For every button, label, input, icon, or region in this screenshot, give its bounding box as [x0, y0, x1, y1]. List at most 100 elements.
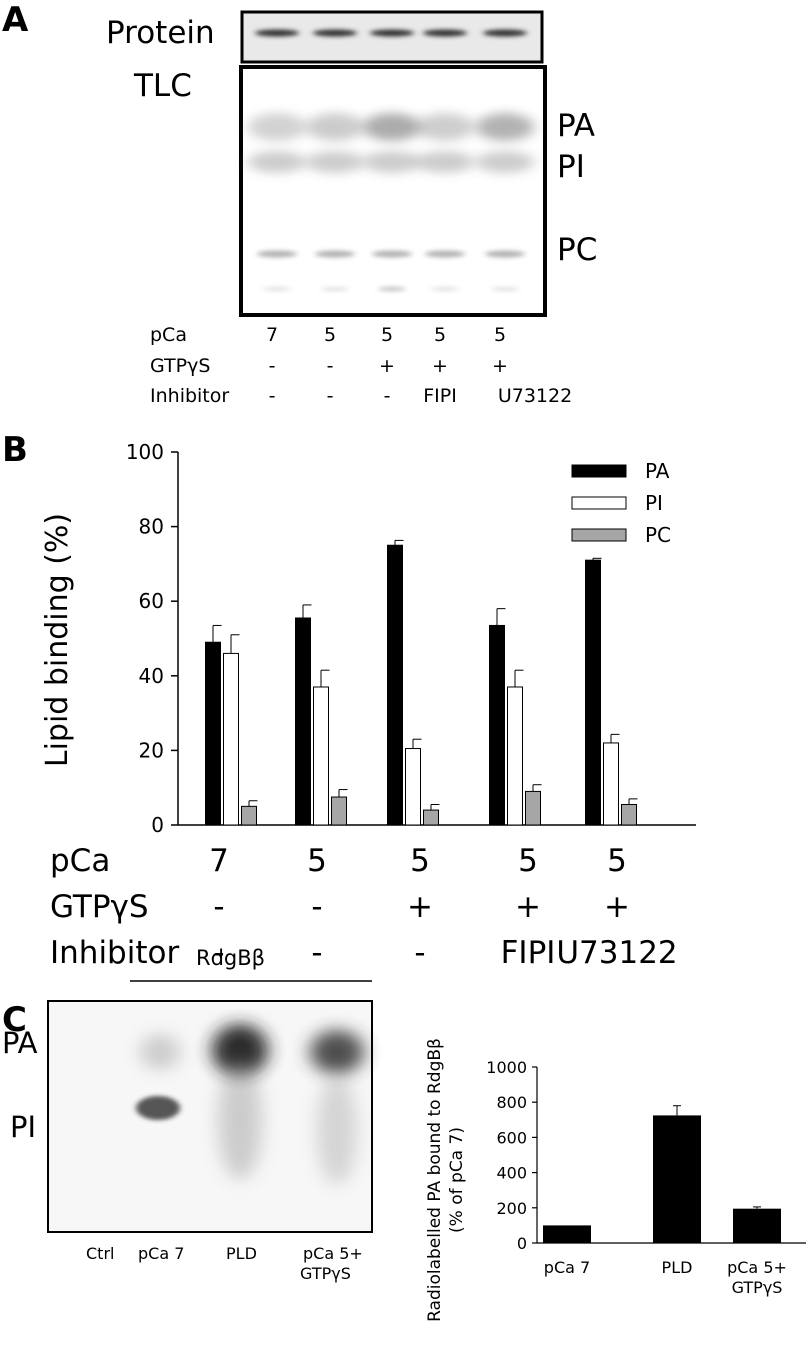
tlc-band-pa: [306, 113, 364, 141]
protein-band: [483, 29, 527, 37]
b-lane-inhibitor-value: -: [213, 935, 225, 971]
c-lane-label-pca5: pCa 5+: [303, 1244, 363, 1263]
b-bars: [205, 539, 638, 826]
b-row-label-gtp: GTPγS: [50, 889, 149, 925]
c-x-tick-label: pCa 5+: [727, 1258, 787, 1277]
protein-band: [423, 29, 467, 37]
protein-bands: [255, 29, 527, 37]
protein-band: [255, 29, 299, 37]
tlc-band-pi: [476, 151, 534, 173]
protein-band: [370, 29, 414, 37]
protein-band: [313, 29, 357, 37]
b-legend-swatch-pa: [571, 464, 627, 478]
c-axes: 0 200 400 600 800 1000: [486, 1058, 806, 1253]
c-band-pa: [212, 1024, 268, 1076]
a-lane-gtp-value: +: [492, 355, 508, 377]
c-band-label-pa: PA: [2, 1026, 38, 1060]
b-y-tick-label: 60: [139, 589, 164, 613]
c-lane-label-ctrl: Ctrl: [86, 1244, 115, 1263]
tlc-band-pc: [315, 250, 355, 258]
tlc-band-pi: [306, 151, 364, 173]
a-lane-inhibitor-value: -: [383, 385, 391, 407]
b-y-tick-label: 0: [151, 813, 164, 837]
panel-letter-b: B: [2, 430, 28, 470]
c-y-tick-label: 400: [496, 1164, 527, 1183]
b-legend-label-pi: PI: [645, 491, 663, 515]
tlc-band-pa: [476, 113, 534, 141]
autoradiograph-bands: [136, 1024, 364, 1185]
b-lane-gtp-value: +: [407, 889, 433, 925]
a-row-label-gtp: GTPγS: [150, 355, 211, 377]
c-band-smear: [218, 1060, 262, 1180]
b-lane-pca-value: 5: [307, 843, 327, 879]
c-y-axis-label-line2: (% of pCa 7): [447, 1127, 467, 1233]
tlc-band-origin: [321, 287, 349, 291]
b-lane-inhibitor-value: FIPI: [500, 935, 556, 971]
a-lane-inhibitor-value: U73122: [497, 385, 573, 407]
a-lane-inhibitor-value: -: [268, 385, 276, 407]
a-lane-gtp-value: +: [379, 355, 395, 377]
panel-letter-a: A: [2, 0, 29, 40]
a-lane-gtp-value: -: [268, 355, 276, 377]
a-row-label-pca: pCa: [150, 324, 187, 346]
c-lane-label-pca7: pCa 7: [138, 1244, 185, 1263]
a-row-label-inhibitor: Inhibitor: [150, 385, 230, 407]
c-y-tick-label: 1000: [486, 1058, 527, 1077]
c-y-tick-label: 200: [496, 1199, 527, 1218]
c-band-label-pi: PI: [10, 1110, 37, 1144]
tlc-band-label-pa: PA: [557, 108, 595, 144]
b-y-tick-label: 20: [139, 738, 164, 762]
tlc-band-pi: [416, 151, 474, 173]
a-lane-gtp-value: +: [432, 355, 448, 377]
a-lane-pca-value: 5: [380, 324, 394, 346]
b-legend-swatch-pc: [571, 528, 627, 542]
b-lane-gtp-value: +: [604, 889, 630, 925]
a-lane-pca-value: 7: [265, 324, 279, 346]
tlc-band-pc: [485, 250, 525, 258]
c-y-tick-label: 800: [496, 1093, 527, 1112]
b-y-tick-label: 80: [139, 515, 164, 539]
c-band-smear: [317, 1075, 357, 1185]
tlc-band-label-pc: PC: [557, 232, 598, 268]
b-row-label-inhibitor: Inhibitor: [50, 935, 180, 971]
b-lane-gtp-value: -: [213, 889, 225, 925]
panel-letter-c: C: [2, 1000, 27, 1040]
c-x-tick-label: PLD: [662, 1258, 693, 1277]
c-x-tick-label: pCa 7: [544, 1258, 590, 1277]
a-lane-pca-value: 5: [323, 324, 337, 346]
b-lane-pca-value: 5: [607, 843, 627, 879]
b-lane-inhibitor-value: -: [414, 935, 426, 971]
c-y-tick-label: 0: [517, 1234, 527, 1253]
protein-label: Protein: [106, 15, 215, 51]
tlc-band-pa: [363, 113, 421, 141]
tlc-band-pc: [372, 250, 412, 258]
tlc-band-pi: [248, 151, 306, 173]
a-lane-pca-value: 5: [433, 324, 447, 346]
c-lane-label-gtp: GTPγS: [300, 1264, 351, 1283]
a-lane-inhibitor-value: -: [326, 385, 334, 407]
c-band-pa: [310, 1030, 364, 1074]
c-bars: pCa 7 PLD pCa 5+GTPγS: [543, 1105, 787, 1297]
b-lane-gtp-value: +: [515, 889, 541, 925]
a-lane-pca-value: 5: [493, 324, 507, 346]
b-legend-label-pa: PA: [645, 459, 670, 483]
tlc-band-label-pi: PI: [557, 149, 585, 185]
b-y-tick-label: 40: [139, 664, 164, 688]
b-legend-swatch-pi: [571, 496, 627, 510]
tlc-band-pi: [363, 151, 421, 173]
c-bar: [653, 1115, 701, 1243]
a-lane-inhibitor-value: FIPI: [423, 385, 457, 407]
tlc-bands: [248, 113, 534, 291]
tlc-band-pc: [257, 250, 297, 258]
c-band-pa: [140, 1034, 180, 1070]
tlc-band-origin: [431, 287, 459, 291]
tlc-label: TLC: [134, 68, 192, 104]
tlc-band-origin: [378, 287, 406, 291]
b-lane-inhibitor-value: -: [311, 935, 323, 971]
c-bar: [733, 1208, 781, 1243]
tlc-band-pa: [248, 113, 306, 141]
tlc-band-pa: [416, 113, 474, 141]
